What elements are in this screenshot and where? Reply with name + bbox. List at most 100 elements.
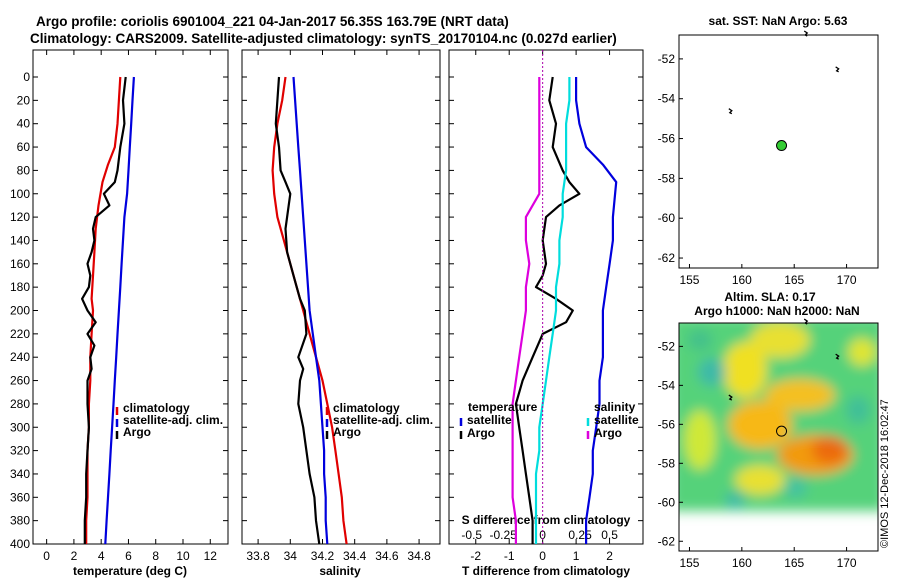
sla-map-ytick-label: -60 (658, 495, 676, 509)
salinity-xtick-label: 34.6 (375, 549, 399, 563)
legend-label: Argo (333, 425, 361, 439)
sst-argo-position-marker (776, 140, 788, 152)
legend-label: Argo (467, 426, 495, 440)
island-marker (728, 108, 733, 115)
sla-patch (688, 330, 712, 350)
difference-xtick-label: 2 (606, 549, 613, 563)
sla-map-xtick-label: 155 (679, 556, 699, 570)
depth-tick-label: 60 (17, 140, 31, 154)
difference-series-s-argo (511, 77, 541, 544)
temperature-series-satellite-adj-clim (104, 76, 135, 544)
depth-tick-label: 40 (17, 117, 31, 131)
data-series (80, 50, 618, 544)
s-difference-tick-label: 0.5 (601, 528, 618, 542)
island-marker (728, 394, 733, 401)
difference-salinity-legend: salinity satellite Argo (586, 400, 639, 440)
sla-patch (725, 492, 745, 508)
salinity-series-satellite-adj-clim (292, 76, 329, 544)
depth-tick-label: 0 (23, 70, 30, 84)
sst-map-ytick-label: -58 (658, 171, 676, 185)
difference-xtick-label: -1 (504, 549, 515, 563)
sst-map-xtick-label: 160 (732, 273, 752, 287)
difference-series-t-argo (514, 76, 581, 544)
depth-tick-label: 180 (10, 280, 30, 294)
legend-label: satellite-adj. clim. (333, 413, 433, 427)
sst-map-xtick-label: 170 (837, 273, 857, 287)
depth-tick-label: 220 (10, 327, 30, 341)
legend-label: climatology (123, 401, 190, 415)
sla-map-ytick-label: -62 (658, 534, 676, 548)
sst-map-ytick-label: -62 (658, 251, 676, 265)
sla-map-subtitle: Argo h1000: NaN h2000: NaN (694, 304, 859, 318)
temperature-xtick-label: 0 (43, 549, 50, 563)
legend-title: salinity (594, 400, 636, 414)
sla-patch (684, 410, 716, 470)
temperature-xtick-label: 8 (152, 549, 159, 563)
legend-title: temperature (468, 400, 538, 414)
sla-patch (723, 342, 767, 398)
depth-tick-label: 300 (10, 420, 30, 434)
difference-series-group (511, 76, 618, 544)
difference-xtick-label: -2 (470, 549, 481, 563)
temperature-axis-label: temperature (deg C) (73, 564, 187, 578)
sst-map-ytick-label: -52 (658, 52, 676, 66)
temperature-legend: climatology satellite-adj. clim. Argo (115, 401, 223, 439)
legend-label: Argo (123, 425, 151, 439)
salinity-series-argo (274, 76, 321, 544)
sla-map-xtick-label: 160 (732, 556, 752, 570)
difference-series-t-satellite (574, 77, 618, 544)
depth-tick-label: 160 (10, 257, 30, 271)
sla-map-area (678, 322, 879, 552)
sla-patch (728, 401, 792, 449)
legend-label: climatology (333, 401, 400, 415)
sst-map-xtick-label: 165 (784, 273, 804, 287)
island-marker (835, 66, 840, 73)
sla-patch (848, 338, 876, 366)
sla-patch (812, 436, 848, 464)
difference-plot-area (448, 49, 644, 545)
sla-map-ytick-label: -56 (658, 417, 676, 431)
depth-tick-label: 280 (10, 397, 30, 411)
depth-tick-label: 100 (10, 187, 30, 201)
salinity-plot-area (241, 49, 441, 545)
legend-label: satellite (467, 413, 512, 427)
sst-map-xtick-label: 155 (679, 273, 699, 287)
difference-xtick-label: 1 (573, 549, 580, 563)
depth-tick-label: 80 (17, 163, 31, 177)
t-difference-axis-label: T difference from climatology (462, 564, 630, 578)
sla-map-xtick-label: 165 (784, 556, 804, 570)
salinity-axis-label: salinity (319, 564, 361, 578)
temperature-xtick-label: 4 (98, 549, 105, 563)
difference-temperature-legend: temperature satellite Argo (459, 400, 538, 440)
depth-tick-label: 320 (10, 444, 30, 458)
salinity-xtick-label: 34.8 (407, 549, 431, 563)
sla-heatmap (679, 323, 878, 551)
legend-label: satellite (594, 413, 639, 427)
temperature-xtick-label: 12 (204, 549, 218, 563)
sla-map-ytick-label: -58 (658, 456, 676, 470)
sla-map-xtick-label: 170 (837, 556, 857, 570)
island-marker (803, 30, 809, 37)
sla-argo-position-marker (776, 425, 788, 437)
salinity-series-group (271, 76, 348, 544)
depth-tick-label: 120 (10, 210, 30, 224)
sla-patch (750, 323, 810, 358)
sla-patch (698, 358, 726, 386)
sst-map-title: sat. SST: NaN Argo: 5.63 (709, 14, 848, 28)
depth-tick-label: 20 (17, 93, 31, 107)
depth-tick-label: 340 (10, 467, 30, 481)
salinity-xtick-label: 33.8 (246, 549, 270, 563)
imos-watermark: ©IMOS 12-Dec-2018 16:02:47 (879, 399, 891, 548)
difference-xtick-label: 0 (539, 549, 546, 563)
sla-map-title: Altim. SLA: 0.17 (724, 290, 816, 304)
salinity-xtick-label: 34.4 (343, 549, 367, 563)
depth-tick-label: 360 (10, 490, 30, 504)
sst-map-ytick-label: -60 (658, 211, 676, 225)
island-marker (835, 353, 840, 360)
depth-tick-label: 240 (10, 350, 30, 364)
depth-tick-label: 400 (10, 537, 30, 551)
salinity-xtick-label: 34 (284, 549, 298, 563)
figure-title-line-1: Argo profile: coriolis 6901004_221 04-Ja… (36, 14, 509, 29)
sst-map-ytick-label: -54 (658, 92, 676, 106)
temperature-series-group (80, 76, 135, 544)
